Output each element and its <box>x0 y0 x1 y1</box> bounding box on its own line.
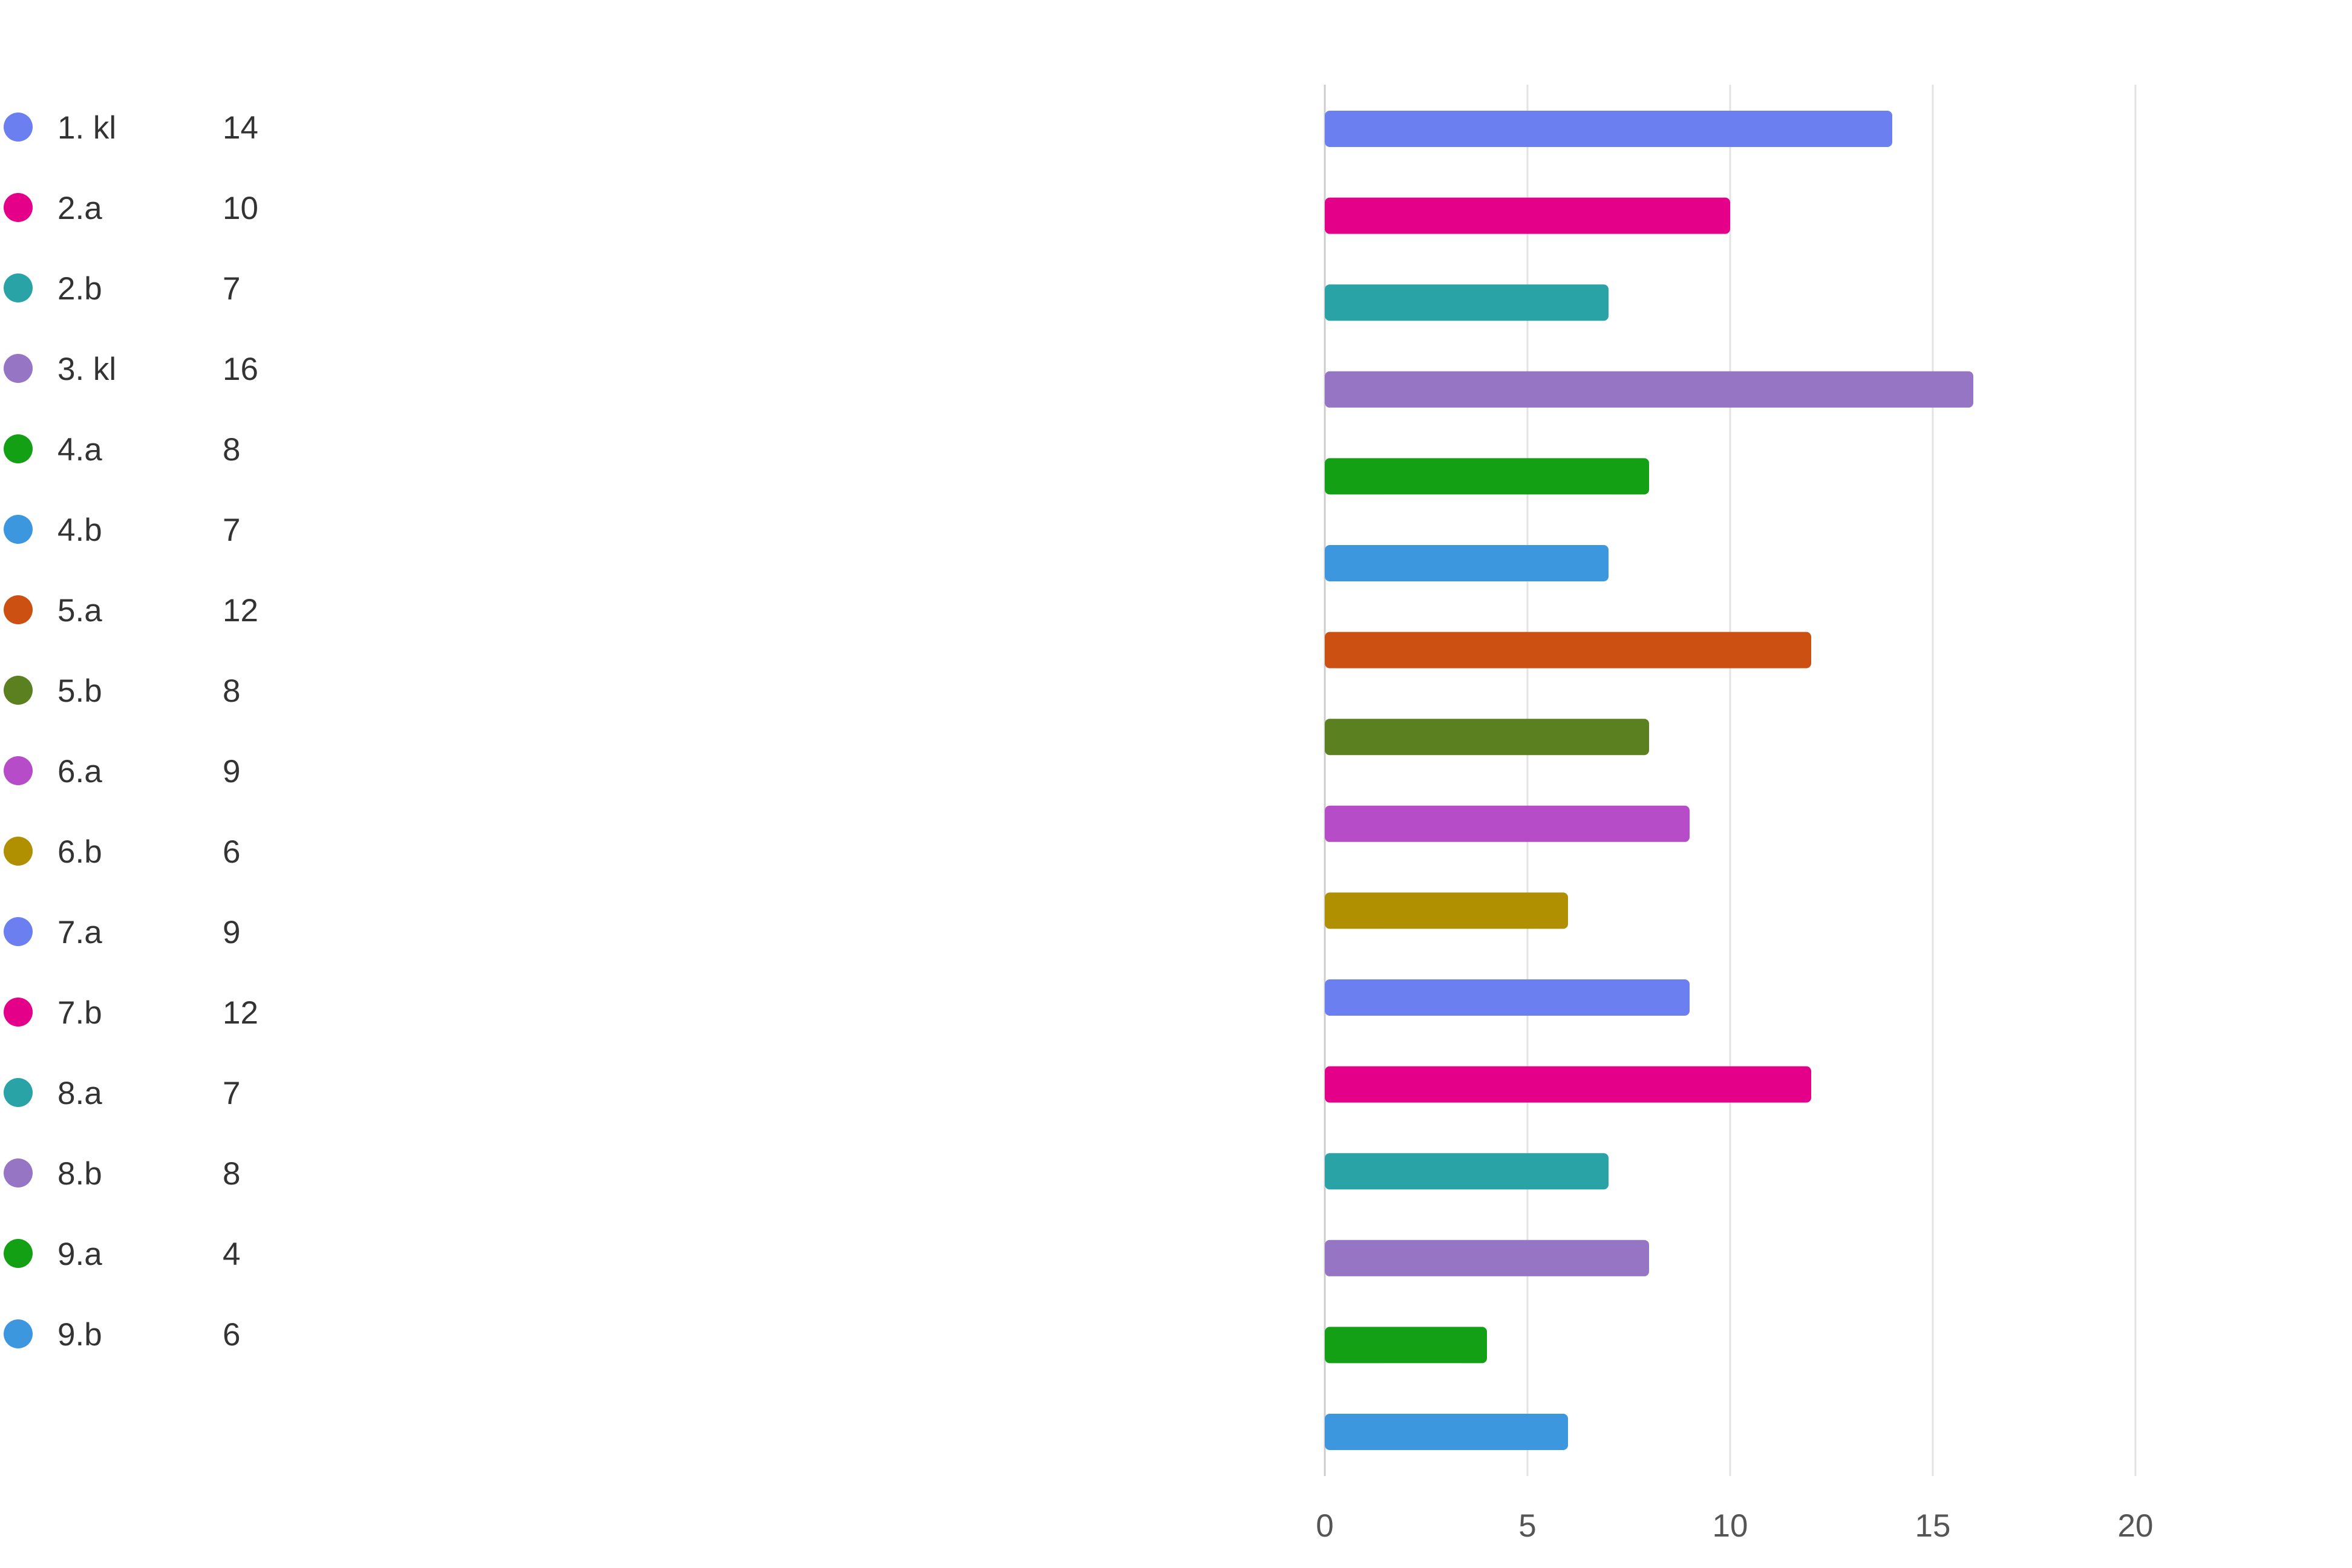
legend-value: 7 <box>223 512 240 548</box>
legend-label: 5.a <box>57 593 102 629</box>
legend-value: 9 <box>223 915 240 950</box>
legend-label: 4.a <box>57 432 102 468</box>
legend-label: 8.b <box>57 1156 102 1192</box>
legend-value: 6 <box>223 1317 240 1353</box>
legend-dot-icon <box>4 1319 33 1348</box>
bar-9-b[interactable] <box>1325 1414 1568 1450</box>
legend-label: 9.a <box>57 1236 102 1272</box>
legend-dot-icon <box>4 1239 33 1268</box>
legend-label: 6.b <box>57 834 102 870</box>
legend-value: 12 <box>223 995 258 1031</box>
legend-dot-icon <box>4 1158 33 1187</box>
legend-label: 7.b <box>57 995 102 1031</box>
bar-8-b[interactable] <box>1325 1240 1649 1276</box>
legend-dot-icon <box>4 917 33 946</box>
legend-label: 3. kl <box>57 351 116 387</box>
x-tick-label: 15 <box>1915 1508 1951 1544</box>
legend-dot-icon <box>4 676 33 705</box>
legend-value: 16 <box>223 351 258 387</box>
legend-value: 6 <box>223 834 240 870</box>
legend-value: 8 <box>223 1156 240 1192</box>
legend-dot-icon <box>4 193 33 222</box>
legend-dot-icon <box>4 595 33 624</box>
legend-label: 6.a <box>57 754 102 789</box>
bar-8-a[interactable] <box>1325 1153 1609 1190</box>
legend-label: 1. kl <box>57 110 116 146</box>
bar-1-kl[interactable] <box>1325 111 1892 147</box>
legend-value: 7 <box>223 1076 240 1111</box>
bar-3-kl[interactable] <box>1325 371 1973 408</box>
x-tick-label: 5 <box>1518 1508 1536 1544</box>
bar-5-b[interactable] <box>1325 719 1649 756</box>
bar-2-b[interactable] <box>1325 284 1609 321</box>
legend-value: 14 <box>223 110 258 146</box>
bar-4-a[interactable] <box>1325 458 1649 495</box>
legend-value: 10 <box>223 191 258 226</box>
legend-value: 12 <box>223 593 258 629</box>
legend-value: 4 <box>223 1236 240 1272</box>
bar-5-a[interactable] <box>1325 632 1811 668</box>
x-axis-ticks: 0 5 10 15 20 <box>1316 1508 2153 1544</box>
legend-dot-icon <box>4 837 33 866</box>
legend-value: 8 <box>223 673 240 709</box>
legend-value: 7 <box>223 271 240 307</box>
legend-value: 8 <box>223 432 240 468</box>
x-tick-label: 20 <box>2118 1508 2154 1544</box>
bar-7-a[interactable] <box>1325 979 1690 1016</box>
legend-label: 9.b <box>57 1317 102 1353</box>
legend-dot-icon <box>4 1078 33 1107</box>
legend-label: 7.a <box>57 915 102 950</box>
legend-dot-icon <box>4 273 33 302</box>
legend-dot-icon <box>4 113 33 142</box>
legend: 1. kl 14 2.a 10 2.b 7 3. kl 16 4.a 8 4.b 7 5.a 12 5.b 8… <box>4 110 258 1353</box>
legend-label: 5.b <box>57 673 102 709</box>
bar-6-a[interactable] <box>1325 805 1690 842</box>
legend-label: 4.b <box>57 512 102 548</box>
legend-dot-icon <box>4 434 33 463</box>
legend-value: 9 <box>223 754 240 789</box>
bars <box>1325 111 1973 1450</box>
legend-dot-icon <box>4 756 33 785</box>
bar-7-b[interactable] <box>1325 1066 1811 1103</box>
x-tick-label: 0 <box>1316 1508 1333 1544</box>
legend-label: 2.a <box>57 191 102 226</box>
legend-label: 2.b <box>57 271 102 307</box>
bar-9-a[interactable] <box>1325 1327 1487 1364</box>
legend-label: 8.a <box>57 1076 102 1111</box>
legend-dot-icon <box>4 515 33 544</box>
bar-2-a[interactable] <box>1325 197 1730 234</box>
x-tick-label: 10 <box>1713 1508 1748 1544</box>
legend-dot-icon <box>4 998 33 1027</box>
legend-dot-icon <box>4 354 33 383</box>
bar-6-b[interactable] <box>1325 892 1568 929</box>
bar-4-b[interactable] <box>1325 545 1609 581</box>
